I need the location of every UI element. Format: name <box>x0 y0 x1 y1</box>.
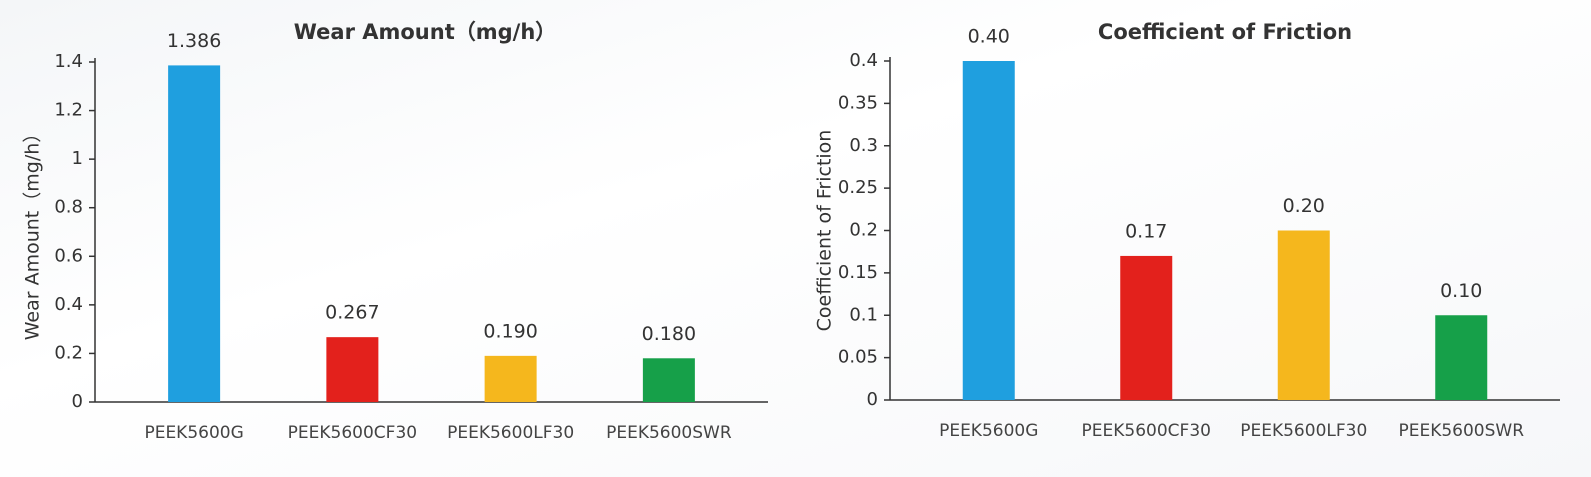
bar <box>326 337 379 402</box>
value-label: 1.386 <box>167 30 221 52</box>
y-tick-label: 0 <box>867 389 878 410</box>
y-tick-label: 0.05 <box>838 347 878 368</box>
x-tick-label: PEEK5600LF30 <box>1240 421 1367 441</box>
y-tick-label: 0.8 <box>54 197 83 218</box>
y-tick-label: 0.25 <box>838 177 878 198</box>
y-tick-label: 0.4 <box>54 294 83 315</box>
y-tick-label: 0.1 <box>849 304 878 325</box>
y-tick-label: 0.35 <box>838 92 878 113</box>
bar <box>1120 255 1173 400</box>
y-tick-label: 0 <box>72 391 83 412</box>
x-tick-label: PEEK5600SWR <box>1398 421 1524 441</box>
bar <box>1435 315 1488 400</box>
bar <box>1277 230 1330 400</box>
chart-title: Coefficient of Friction <box>1098 20 1352 44</box>
bar <box>484 355 537 402</box>
y-tick-label: 0.15 <box>838 262 878 283</box>
y-tick-label: 0.4 <box>849 50 878 71</box>
x-tick-label: PEEK5600G <box>144 423 243 443</box>
x-tick-label: PEEK5600G <box>939 421 1038 441</box>
y-axis-label: Coefficient of Friction <box>814 130 836 332</box>
value-label: 0.190 <box>483 320 537 342</box>
x-tick-label: PEEK5600CF30 <box>1082 421 1211 441</box>
bar <box>168 65 221 403</box>
y-tick-label: 0.2 <box>849 220 878 241</box>
value-label: 0.267 <box>325 302 379 324</box>
x-tick-label: PEEK5600SWR <box>606 423 732 443</box>
x-tick-label: PEEK5600LF30 <box>447 423 574 443</box>
y-tick-label: 0.3 <box>849 135 878 156</box>
y-tick-label: 1.4 <box>54 51 83 72</box>
y-tick-label: 0.2 <box>54 342 83 363</box>
bar <box>642 358 695 402</box>
y-axis-label: Wear Amount（mg/h） <box>22 124 44 341</box>
y-tick-label: 1.2 <box>54 100 83 121</box>
value-label: 0.20 <box>1283 195 1325 217</box>
x-tick-label: PEEK5600CF30 <box>288 423 417 443</box>
chart-title: Wear Amount（mg/h） <box>294 20 557 44</box>
bar <box>962 61 1015 400</box>
value-label: 0.10 <box>1440 280 1482 302</box>
value-label: 0.17 <box>1125 220 1167 242</box>
value-label: 0.40 <box>968 26 1010 48</box>
value-label: 0.180 <box>642 323 696 345</box>
y-tick-label: 0.6 <box>54 245 83 266</box>
y-tick-label: 1 <box>72 148 83 169</box>
